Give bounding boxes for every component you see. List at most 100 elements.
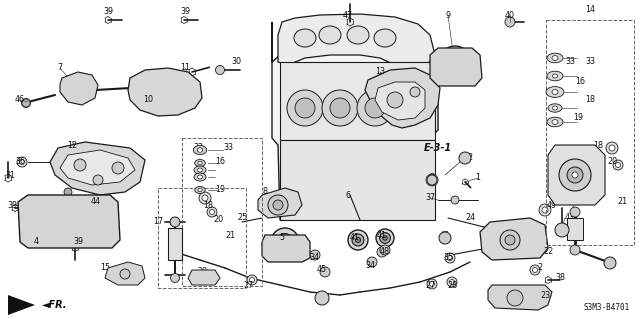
Text: 11: 11 [180, 63, 190, 72]
Text: E-3-1: E-3-1 [424, 143, 452, 153]
Circle shape [112, 162, 124, 174]
Circle shape [268, 195, 288, 215]
Text: 36: 36 [15, 158, 25, 167]
Text: 33: 33 [585, 57, 595, 66]
Circle shape [322, 90, 358, 126]
Text: 39: 39 [103, 8, 113, 17]
Circle shape [76, 86, 82, 92]
Polygon shape [18, 195, 120, 248]
Ellipse shape [194, 173, 206, 181]
Polygon shape [188, 270, 220, 285]
Text: 42: 42 [123, 164, 133, 173]
Ellipse shape [198, 168, 202, 172]
Circle shape [355, 238, 360, 242]
Ellipse shape [547, 53, 563, 63]
Text: 25: 25 [237, 213, 247, 222]
Text: 17: 17 [560, 181, 570, 189]
Circle shape [445, 253, 455, 263]
Text: 17: 17 [153, 218, 163, 226]
Polygon shape [262, 235, 310, 262]
Circle shape [320, 267, 330, 277]
Circle shape [57, 209, 79, 231]
Text: 41: 41 [377, 231, 387, 240]
Text: 45: 45 [317, 265, 327, 275]
Circle shape [609, 145, 615, 151]
Ellipse shape [193, 145, 207, 154]
Circle shape [530, 265, 540, 275]
Circle shape [616, 162, 621, 167]
Polygon shape [480, 218, 548, 260]
Text: 12: 12 [67, 140, 77, 150]
Text: 49: 49 [547, 201, 557, 210]
Ellipse shape [294, 29, 316, 47]
Polygon shape [488, 285, 552, 310]
Circle shape [68, 78, 90, 100]
Text: 43: 43 [565, 213, 575, 222]
Circle shape [500, 230, 520, 250]
Ellipse shape [194, 166, 206, 174]
Circle shape [451, 58, 459, 66]
Text: 26: 26 [317, 295, 327, 305]
Ellipse shape [552, 74, 557, 78]
Polygon shape [272, 22, 438, 220]
Circle shape [380, 233, 390, 243]
Text: 21: 21 [617, 197, 627, 206]
Circle shape [104, 238, 112, 246]
Circle shape [315, 291, 329, 305]
Text: 29: 29 [197, 268, 207, 277]
Text: 5: 5 [280, 234, 285, 242]
Circle shape [352, 234, 364, 246]
Text: 16: 16 [575, 78, 585, 86]
Circle shape [367, 257, 377, 267]
Circle shape [310, 250, 320, 260]
Text: 46: 46 [15, 95, 25, 105]
Circle shape [604, 257, 616, 269]
Text: 34: 34 [309, 254, 319, 263]
Polygon shape [375, 82, 425, 120]
Circle shape [451, 62, 458, 69]
Ellipse shape [547, 117, 563, 127]
Text: 21: 21 [225, 231, 235, 240]
Text: 19: 19 [215, 186, 225, 195]
Polygon shape [128, 68, 202, 116]
Bar [567, 218, 583, 240]
Circle shape [19, 160, 24, 165]
Text: 37: 37 [425, 194, 435, 203]
Circle shape [377, 247, 387, 257]
Circle shape [439, 46, 471, 78]
Circle shape [532, 268, 538, 272]
Bar [158, 188, 246, 288]
Circle shape [505, 235, 515, 245]
Text: 27: 27 [243, 280, 253, 290]
Text: 44: 44 [91, 197, 101, 206]
Circle shape [398, 98, 418, 118]
Ellipse shape [198, 188, 202, 192]
Text: 32: 32 [463, 153, 473, 162]
Text: 33: 33 [223, 144, 233, 152]
Circle shape [202, 195, 208, 201]
Circle shape [445, 52, 465, 71]
Text: S3M3-B4701: S3M3-B4701 [584, 303, 630, 312]
Text: 15: 15 [100, 263, 110, 272]
Circle shape [570, 245, 580, 255]
Text: 35: 35 [443, 254, 453, 263]
Circle shape [295, 98, 315, 118]
Ellipse shape [548, 104, 562, 112]
Text: 22: 22 [543, 248, 553, 256]
Bar [546, 20, 634, 245]
Circle shape [572, 172, 578, 178]
Text: 18: 18 [193, 172, 203, 181]
Ellipse shape [552, 120, 558, 124]
Circle shape [22, 99, 31, 108]
Circle shape [613, 160, 623, 170]
Circle shape [276, 234, 293, 250]
Ellipse shape [546, 86, 564, 97]
Circle shape [447, 56, 463, 73]
Text: 28: 28 [447, 280, 457, 290]
Ellipse shape [195, 187, 205, 194]
Text: 9: 9 [445, 11, 451, 19]
Circle shape [282, 239, 289, 246]
Text: 41: 41 [350, 234, 360, 242]
Text: 33: 33 [565, 57, 575, 66]
Circle shape [250, 278, 255, 283]
